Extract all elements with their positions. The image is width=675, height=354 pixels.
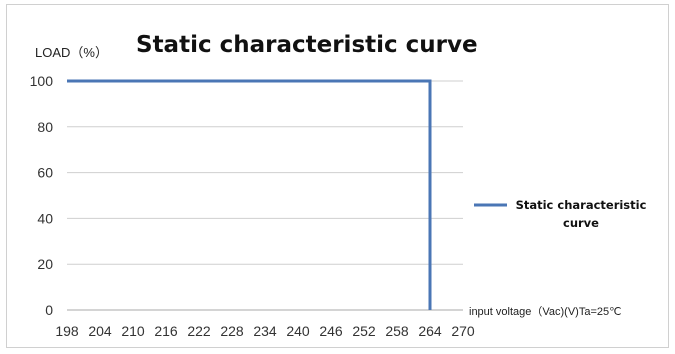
legend: Static characteristic curve [474, 198, 647, 230]
x-tick-label-222: 222 [187, 323, 211, 339]
x-tick-label-270: 270 [451, 323, 475, 339]
y-tick-label-80: 80 [37, 119, 53, 135]
x-tick-label-252: 252 [352, 323, 376, 339]
y-tick-label-40: 40 [37, 210, 53, 226]
x-tick-label-234: 234 [253, 323, 277, 339]
x-tick-label-240: 240 [286, 323, 310, 339]
legend-label-line-1: Static characteristic [516, 198, 647, 212]
chart-title: Static characteristic curve [136, 32, 478, 58]
x-tick-label-246: 246 [319, 323, 343, 339]
y-tick-label-60: 60 [37, 165, 53, 181]
x-tick-label-198: 198 [55, 323, 79, 339]
x-tick-label-204: 204 [88, 323, 112, 339]
y-tick-label-100: 100 [30, 73, 54, 89]
x-tick-label-210: 210 [121, 323, 145, 339]
x-tick-label-258: 258 [385, 323, 409, 339]
grid-lines [67, 80, 463, 311]
series-layer [67, 79, 432, 310]
chart-svg: Static characteristic curve LOAD（%） 0204… [30, 32, 647, 339]
x-tick-label-228: 228 [220, 323, 244, 339]
legend-label-line-2: curve [563, 216, 599, 230]
y-axis-label: LOAD（%） [35, 45, 108, 60]
x-axis-label: input voltage（Vac)(V)Ta=25℃ [469, 305, 621, 318]
series-line-0 [67, 79, 432, 310]
x-tick-label-216: 216 [154, 323, 178, 339]
chart-frame: Static characteristic curve LOAD（%） 0 20 4… [6, 4, 669, 348]
y-tick-labels: 0 20 40 60 80 100 [30, 73, 54, 318]
x-tick-label-264: 264 [418, 323, 442, 339]
x-tick-labels: 198 204 210 216 222 228 234 240 246 252 258 264 270 [55, 323, 475, 339]
y-tick-label-20: 20 [37, 256, 53, 272]
y-tick-label-0: 0 [45, 302, 53, 318]
